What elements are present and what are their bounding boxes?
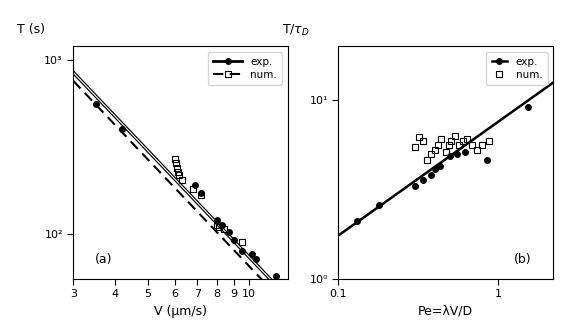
X-axis label: V (μm/s): V (μm/s) [154,305,207,318]
Legend: exp., num.: exp., num. [486,52,548,85]
Text: (b): (b) [514,253,532,266]
Legend: exp., num.: exp., num. [208,52,283,85]
X-axis label: Pe=λV/D: Pe=λV/D [418,305,473,318]
Text: (a): (a) [95,253,112,266]
Text: T (s): T (s) [17,23,45,36]
Text: T/$\tau_D$: T/$\tau_D$ [282,23,310,38]
